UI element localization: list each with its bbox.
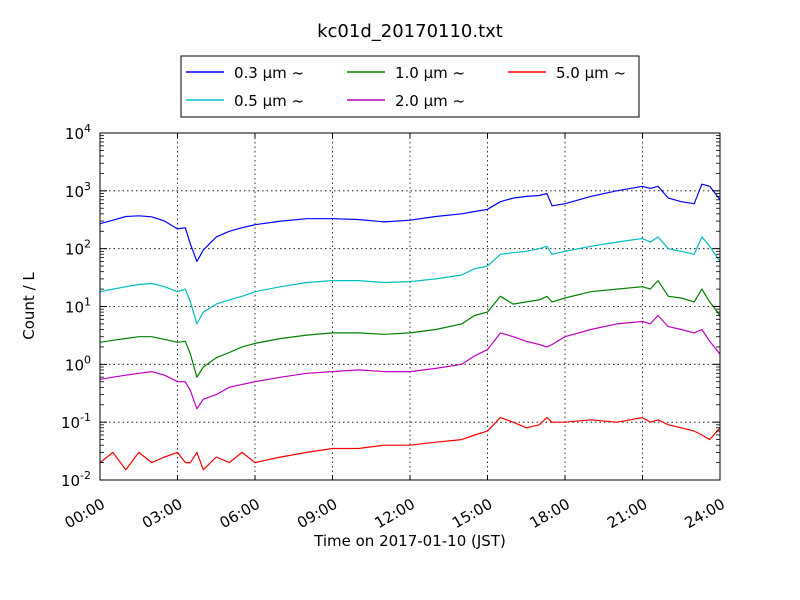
x-tick-label: 15:00 [449,495,495,532]
y-tick-label: 102 [65,238,91,259]
series-lines [100,183,720,471]
y-tick-labels: 10-2 10-1 100 101 102 103 104 [61,122,91,490]
legend-label: 2.0 μm ~ [395,92,465,110]
series-line-3 [100,314,720,410]
series-line-2 [100,280,720,378]
x-tick-label: 06:00 [217,495,263,532]
series-line-1 [100,236,720,325]
legend-label: 5.0 μm ~ [556,64,626,82]
x-tick-labels: 00:00 03:00 06:00 09:00 12:00 15:00 18:00 21:00… [62,495,728,532]
legend-label: 0.3 μm ~ [234,64,304,82]
x-tick-label: 03:00 [139,495,185,532]
y-tick-label: 100 [65,353,91,374]
x-axis-label: Time on 2017-01-10 (JST) [313,532,506,550]
series-line-0 [100,183,720,263]
legend: 0.3 μm ~ 0.5 μm ~ 1.0 μm ~ 2.0 μm ~ 5.0 μm ~ [180,55,640,118]
legend-label: 1.0 μm ~ [395,64,465,82]
chart-title: kc01d_20170110.txt [317,21,503,42]
x-tick-label: 12:00 [372,495,418,532]
x-tick-label: 18:00 [527,495,573,532]
x-tick-label: 09:00 [294,495,340,532]
y-axis-label: Count / L [20,272,38,340]
x-tick-label: 00:00 [62,495,108,532]
y-tick-label: 10-1 [61,411,91,432]
legend-box [180,55,640,118]
x-tick-label: 24:00 [682,495,728,532]
y-tick-label: 104 [65,122,91,143]
legend-label: 0.5 μm ~ [234,92,304,110]
y-tick-label: 101 [65,296,91,317]
series-line-4 [100,417,720,471]
y-tick-label: 103 [65,180,91,201]
grid-lines [100,133,720,480]
x-tick-label: 21:00 [604,495,650,532]
axis-ticks [99,132,721,481]
y-tick-label: 10-2 [61,469,91,490]
